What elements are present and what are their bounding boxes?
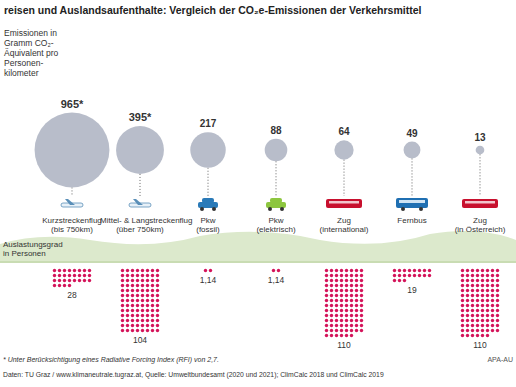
html-text:reisen und Auslandsaufenthalte: reisen und Auslandsaufenthalte: Vergleic… — [4, 4, 422, 16]
html-text:Kurzstreckenflug (bis 750km): Kurzstreckenflug (bis 750km) — [42, 216, 102, 234]
html-text:APA-AU: APA-AU — [487, 356, 513, 363]
html-text:104: 104 — [132, 335, 148, 345]
html-text:Auslastungsgrad in Personen: Auslastungsgrad in Personen — [3, 240, 63, 258]
html-text:28: 28 — [67, 290, 77, 300]
html-text:Fernbus: Fernbus — [397, 216, 427, 225]
html-text:Pkw (elektrisch): Pkw (elektrisch) — [256, 216, 296, 234]
html-text:110: 110 — [473, 340, 487, 350]
html-text:19: 19 — [407, 285, 417, 295]
svg-text:395*: 395* — [129, 111, 152, 123]
svg-text:64: 64 — [338, 126, 350, 137]
svg-text:13: 13 — [474, 132, 486, 143]
svg-text:49: 49 — [406, 128, 418, 139]
svg-text:88: 88 — [270, 125, 282, 136]
html-text:110: 110 — [337, 340, 351, 350]
html-text:* Unter Berücksichtigung eines: * Unter Berücksichtigung eines Radiative… — [3, 356, 219, 363]
html-text:1,14: 1,14 — [199, 275, 217, 285]
html-text:Daten: TU Graz / www.klimaneut: Daten: TU Graz / www.klimaneutrale.tugra… — [3, 371, 384, 378]
html-text:Zug (international): Zug (international) — [319, 216, 369, 234]
html-text:1,14: 1,14 — [267, 275, 285, 285]
html-text:Pkw (fossil): Pkw (fossil) — [196, 216, 220, 234]
html-text:Zug (in Österreich): Zug (in Österreich) — [454, 216, 506, 234]
svg-text:217: 217 — [200, 118, 217, 129]
html-text:Mittel- & Langstreckenflug (üb: Mittel- & Langstreckenflug (über 750km) — [100, 216, 193, 234]
html-text:Emissionen in Gramm CO₂- Äquiv: Emissionen in Gramm CO₂- Äquivalent pro … — [4, 28, 59, 78]
svg-text:965*: 965* — [61, 98, 84, 110]
